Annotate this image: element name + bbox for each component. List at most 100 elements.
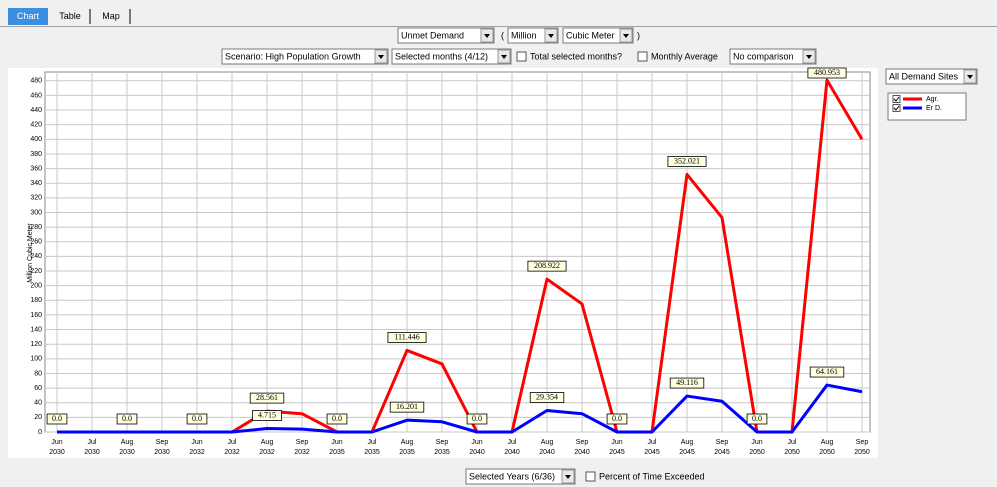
y-tick-label: 340 bbox=[30, 180, 42, 187]
value-label-box bbox=[186, 413, 208, 425]
value-label-box bbox=[326, 413, 348, 425]
dropdown[interactable] bbox=[397, 27, 495, 44]
dropdown-arrow bbox=[806, 55, 812, 59]
legend-checkbox[interactable] bbox=[892, 95, 901, 103]
x-tick-label: 2032 bbox=[294, 449, 310, 456]
x-tick-label: Jun bbox=[751, 439, 762, 446]
plot-frame bbox=[44, 71, 871, 433]
x-tick-label: 2050 bbox=[784, 449, 800, 456]
x-tick-label: Sep bbox=[856, 439, 869, 446]
dropdown-text: All Demand Sites bbox=[889, 71, 959, 81]
x-tick-label: 2045 bbox=[609, 449, 625, 456]
x-tick-label: 2035 bbox=[399, 449, 415, 456]
dropdown-text: Million bbox=[511, 30, 537, 40]
value-label: 0.0 bbox=[192, 414, 202, 423]
x-tick-label: Aug bbox=[541, 439, 554, 446]
value-label: 16.201 bbox=[396, 402, 418, 411]
value-label: 0.0 bbox=[52, 414, 62, 423]
dropdown-text: No comparison bbox=[733, 51, 794, 61]
x-tick-label: 2040 bbox=[504, 449, 520, 456]
y-tick-label: 220 bbox=[30, 268, 42, 275]
legend bbox=[887, 92, 967, 121]
value-label: 0.0 bbox=[612, 414, 622, 423]
x-tick-label: Aug bbox=[121, 439, 134, 446]
y-tick-label: 480 bbox=[30, 78, 42, 85]
paren: ) bbox=[637, 30, 640, 40]
x-tick-label: Jun bbox=[611, 439, 622, 446]
y-tick-label: 100 bbox=[30, 356, 42, 363]
dropdown[interactable] bbox=[391, 48, 512, 65]
x-tick-label: 2040 bbox=[469, 449, 485, 456]
y-tick-label: 260 bbox=[30, 239, 42, 246]
dropdown-text: Scenario: High Population Growth bbox=[225, 51, 361, 61]
tab[interactable]: Chart bbox=[17, 11, 40, 21]
x-tick-label: Sep bbox=[716, 439, 729, 446]
legend-checkbox[interactable] bbox=[892, 104, 901, 112]
dropdown-text: Cubic Meter bbox=[566, 30, 615, 40]
x-tick-label: Jun bbox=[471, 439, 482, 446]
y-tick-label: 460 bbox=[30, 92, 42, 99]
x-tick-label: 2050 bbox=[749, 449, 765, 456]
dropdown-text: Selected months (4/12) bbox=[395, 51, 488, 61]
tab[interactable]: Table bbox=[59, 11, 81, 21]
value-label: 4.715 bbox=[258, 410, 276, 419]
value-label-box bbox=[249, 392, 285, 404]
y-tick-label: 200 bbox=[30, 283, 42, 290]
legend-label: Er D. bbox=[926, 105, 942, 112]
legend-check bbox=[893, 105, 900, 111]
x-tick-label: 2040 bbox=[539, 449, 555, 456]
y-tick-label: 120 bbox=[30, 341, 42, 348]
x-tick-label: 2045 bbox=[714, 449, 730, 456]
x-tick-label: Jul bbox=[228, 439, 237, 446]
x-tick-label: Sep bbox=[296, 439, 309, 446]
x-tick-label: 2035 bbox=[329, 449, 345, 456]
x-tick-label: 2030 bbox=[49, 449, 65, 456]
x-tick-label: 2032 bbox=[224, 449, 240, 456]
checkbox[interactable] bbox=[637, 51, 648, 62]
y-tick-label: 280 bbox=[30, 224, 42, 231]
checkbox[interactable] bbox=[585, 471, 596, 482]
value-label: 0.0 bbox=[122, 414, 132, 423]
y-tick-label: 40 bbox=[34, 400, 42, 407]
x-tick-label: Jul bbox=[788, 439, 797, 446]
value-label: 480.953 bbox=[814, 68, 840, 77]
x-tick-label: 2045 bbox=[644, 449, 660, 456]
value-label: 49.116 bbox=[676, 378, 698, 387]
value-label-box bbox=[746, 413, 768, 425]
dropdown-arrow bbox=[548, 34, 554, 38]
dropdown[interactable] bbox=[562, 27, 634, 44]
dropdown-arrow bbox=[484, 34, 490, 38]
x-tick-label: 2032 bbox=[189, 449, 205, 456]
x-tick-label: Sep bbox=[576, 439, 589, 446]
value-label-box bbox=[46, 413, 68, 425]
value-label: 64.161 bbox=[816, 367, 838, 376]
dropdown[interactable] bbox=[885, 68, 978, 85]
tab[interactable]: Map bbox=[102, 11, 120, 21]
x-tick-label: 2032 bbox=[259, 449, 275, 456]
y-tick-label: 380 bbox=[30, 151, 42, 158]
dropdown-text: Unmet Demand bbox=[401, 30, 464, 40]
dropdown-arrow bbox=[967, 75, 973, 79]
x-tick-label: Aug bbox=[261, 439, 274, 446]
value-label-box bbox=[389, 401, 425, 413]
checkbox[interactable] bbox=[516, 51, 527, 62]
y-tick-label: 300 bbox=[30, 209, 42, 216]
value-label-box bbox=[116, 413, 138, 425]
dropdown-arrow bbox=[501, 55, 507, 59]
tab-active[interactable] bbox=[8, 8, 48, 25]
dropdown[interactable] bbox=[729, 48, 817, 65]
x-tick-label: Jun bbox=[191, 439, 202, 446]
x-tick-label: Sep bbox=[156, 439, 169, 446]
dropdown[interactable] bbox=[221, 48, 389, 65]
dropdown-text: Selected Years (6/36) bbox=[469, 471, 555, 481]
x-tick-label: 2035 bbox=[434, 449, 450, 456]
y-tick-label: 140 bbox=[30, 326, 42, 333]
dropdowns: Unmet Demand Million Cubic Meter Scenario: … bbox=[221, 27, 978, 485]
x-tick-label: 2050 bbox=[854, 449, 870, 456]
dropdown[interactable] bbox=[465, 468, 576, 485]
dropdown-arrow bbox=[565, 475, 571, 479]
value-label: 111.446 bbox=[394, 332, 419, 341]
y-tick-label: 160 bbox=[30, 312, 42, 319]
value-label: 29.354 bbox=[536, 392, 558, 401]
